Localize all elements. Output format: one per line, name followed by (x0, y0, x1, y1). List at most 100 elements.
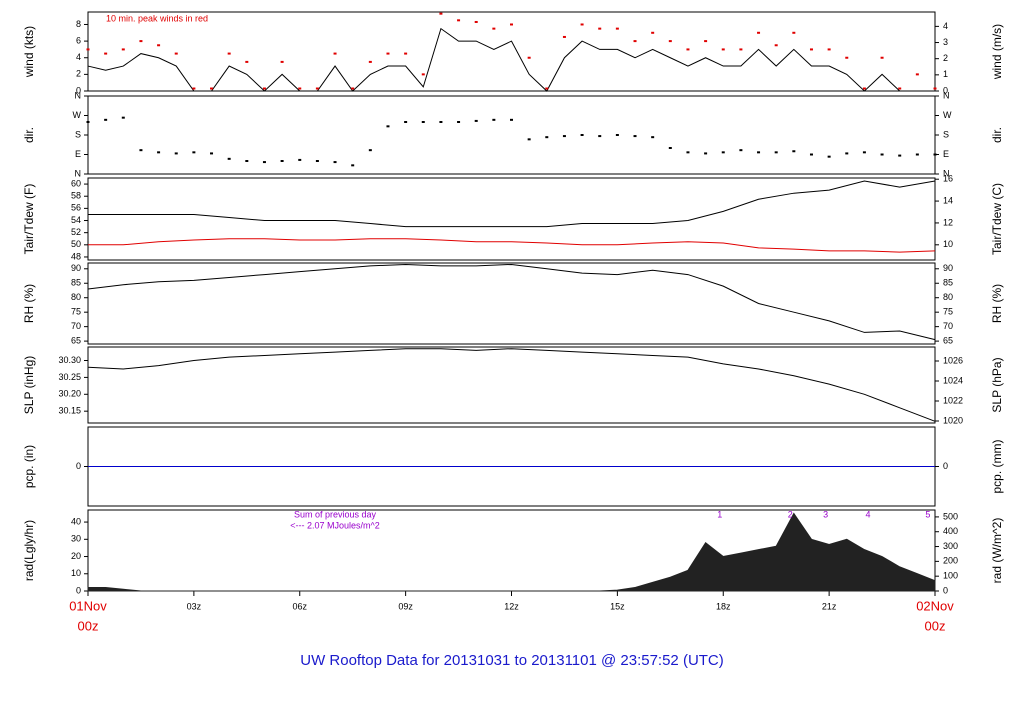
y-tick-label: 54 (71, 215, 81, 225)
data-point (933, 153, 937, 156)
y-tick-label: 60 (71, 178, 81, 188)
y-axis-label: RH (%) (22, 284, 36, 323)
data-point (157, 151, 161, 154)
data-point (227, 52, 231, 55)
data-point (792, 31, 796, 34)
data-point (421, 121, 425, 123)
data-point (686, 48, 690, 51)
panel-frame (87, 95, 936, 175)
y-tick-label: W (73, 110, 82, 120)
y2-tick-label: N (943, 90, 950, 100)
data-point (633, 135, 637, 138)
y2-tick-label: 2 (943, 53, 948, 63)
data-point (404, 52, 408, 55)
data-point (739, 149, 743, 152)
data-point (439, 121, 443, 123)
data-point (457, 121, 461, 123)
x-tick-label: 01Nov (69, 598, 107, 613)
data-point (227, 157, 231, 160)
y-tick-label: 90 (71, 263, 81, 273)
y-axis-label: SLP (inHg) (22, 356, 36, 414)
y2-tick-label: 100 (943, 571, 958, 581)
data-point (545, 87, 549, 90)
data-point (915, 153, 919, 156)
data-point (880, 56, 884, 59)
data-point (157, 44, 161, 47)
y-tick-label: 30.20 (58, 389, 81, 399)
hour-mark: 5 (925, 509, 930, 519)
data-point (86, 48, 90, 51)
data-point (351, 164, 355, 167)
annotation: 10 min. peak winds in red (106, 13, 208, 23)
data-point (809, 48, 813, 51)
y2-axis-label: wind (m/s) (990, 24, 1004, 80)
data-point (757, 151, 761, 154)
data-point (792, 150, 796, 153)
y2-tick-label: 75 (943, 307, 953, 317)
y2-axis-label: Tair/Tdew (C) (990, 183, 1004, 255)
y2-axis-label: SLP (hPa) (990, 357, 1004, 412)
y-tick-label: 52 (71, 227, 81, 237)
data-point (615, 134, 619, 136)
y2-tick-label: 500 (943, 511, 958, 521)
data-point (121, 48, 125, 51)
panel-frame (87, 11, 936, 92)
data-point (492, 27, 496, 30)
data-line (87, 27, 935, 92)
data-point (510, 118, 513, 121)
hour-mark: 3 (823, 509, 828, 519)
data-point (845, 56, 849, 59)
data-point (933, 87, 937, 90)
y2-tick-label: 3 (943, 37, 948, 47)
y-tick-label: 6 (76, 35, 81, 45)
data-point (280, 60, 284, 63)
x-tick-label: 00z (78, 618, 99, 633)
x-tick-label: 03z (187, 601, 202, 611)
y2-tick-label: N (943, 168, 950, 178)
data-point (474, 20, 478, 23)
y-tick-label: 80 (71, 292, 81, 302)
data-point (774, 44, 778, 47)
y-tick-label: 48 (71, 251, 81, 261)
x-tick-label: 09z (398, 601, 413, 611)
y-tick-label: 0 (76, 461, 81, 471)
y2-tick-label: E (943, 149, 949, 159)
y-tick-label: 30.30 (58, 355, 81, 365)
y2-tick-label: 0 (943, 85, 948, 95)
x-tick-label: 06z (292, 601, 307, 611)
data-point (492, 118, 496, 121)
data-point (333, 161, 337, 164)
data-point (757, 31, 761, 34)
y-tick-label: 40 (71, 516, 81, 526)
y-tick-label: 58 (71, 191, 81, 201)
data-point (580, 134, 584, 136)
data-point (668, 40, 672, 43)
y2-tick-label: 1026 (943, 355, 963, 365)
y2-tick-label: 90 (943, 263, 953, 273)
data-point (598, 27, 602, 30)
data-point (368, 60, 372, 63)
y-tick-label: 8 (76, 19, 81, 29)
data-point (174, 152, 178, 155)
data-point (121, 116, 125, 119)
data-point (262, 87, 266, 90)
y2-tick-label: 300 (943, 541, 958, 551)
y2-tick-label: 1022 (943, 395, 963, 405)
data-point (862, 87, 866, 90)
data-line (87, 348, 936, 422)
y-tick-label: 30 (71, 534, 81, 544)
y-tick-label: 2 (76, 69, 81, 79)
data-point (298, 158, 302, 161)
data-point (210, 87, 214, 90)
data-point (174, 52, 178, 55)
data-line (88, 238, 936, 253)
data-point (827, 48, 831, 51)
y-tick-label: 50 (71, 239, 81, 249)
hour-mark: 2 (788, 509, 793, 519)
data-point (139, 149, 143, 152)
y-tick-label: 70 (71, 321, 81, 331)
data-point (386, 52, 390, 55)
y2-axis-label: rad (W/m^2) (990, 518, 1004, 584)
data-point (315, 87, 319, 90)
data-point (104, 118, 108, 121)
